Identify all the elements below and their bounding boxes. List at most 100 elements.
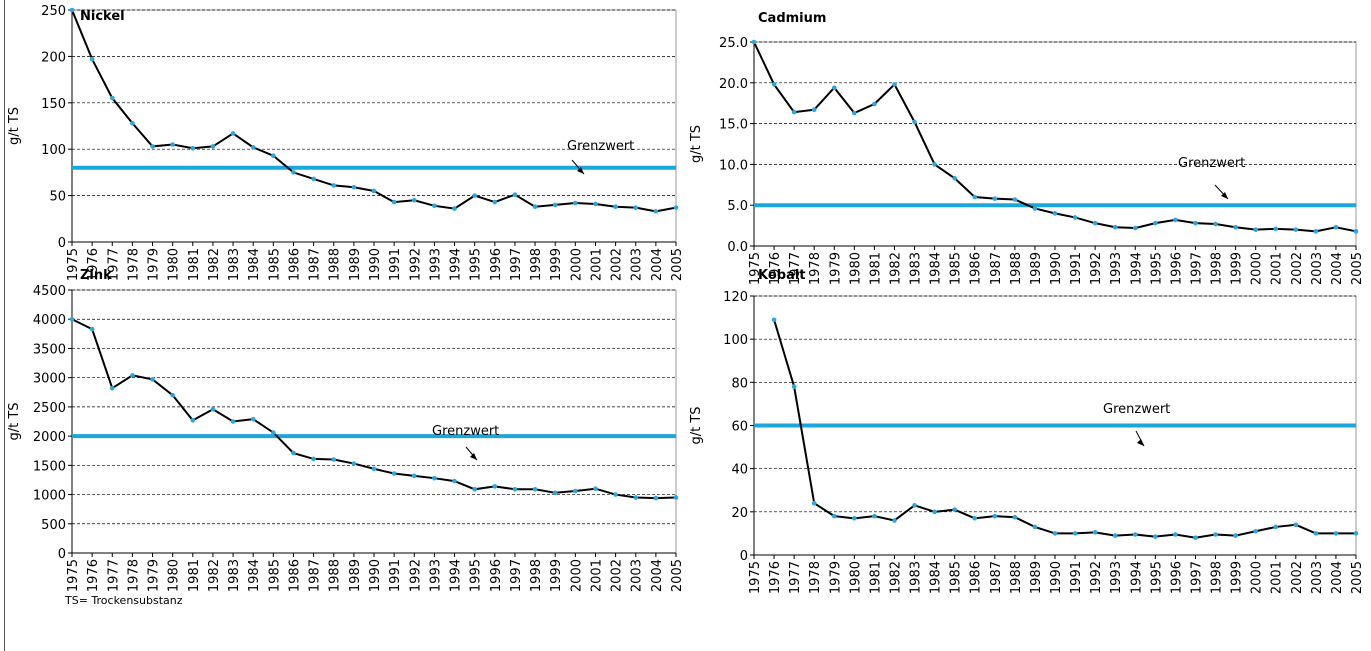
x-tick-label: 1994 <box>1129 252 1144 285</box>
data-point <box>250 416 256 422</box>
x-tick-label: 1998 <box>529 248 544 281</box>
data-point <box>653 495 659 501</box>
data-point <box>573 200 578 206</box>
x-tick-label: 1988 <box>1009 561 1024 594</box>
data-point <box>811 107 817 113</box>
x-tick-label: 1975 <box>748 561 763 594</box>
x-tick-label: 1980 <box>848 561 863 594</box>
x-tick-label: 2005 <box>1350 561 1365 594</box>
data-point <box>512 486 518 492</box>
x-tick-label: 1987 <box>308 559 323 592</box>
y-tick-label: 120 <box>723 290 748 305</box>
x-tick-label: 1987 <box>989 252 1004 285</box>
threshold-arrowhead <box>1221 192 1228 199</box>
data-point <box>872 513 877 519</box>
data-point <box>892 518 897 523</box>
x-tick-label: 2005 <box>1350 252 1365 285</box>
data-point <box>89 56 95 62</box>
data-point <box>653 209 659 214</box>
x-tick-label: 2002 <box>1290 252 1305 285</box>
data-point <box>1132 225 1138 231</box>
data-point <box>512 192 518 197</box>
data-point <box>1173 532 1178 537</box>
x-tick-label: 2003 <box>630 559 645 592</box>
x-tick-label: 1976 <box>768 252 783 285</box>
data-point <box>532 486 538 492</box>
threshold-label: Grenzwert <box>1178 156 1245 171</box>
data-point <box>1112 224 1118 230</box>
x-tick-label: 2001 <box>1270 561 1285 594</box>
x-tick-label: 1985 <box>267 248 282 281</box>
x-tick-label: 1981 <box>868 561 883 594</box>
data-point <box>291 170 296 175</box>
y-tick-label: 4500 <box>33 284 66 299</box>
data-point <box>492 199 498 205</box>
y-axis-label: g/t TS <box>7 107 22 145</box>
x-tick-label: 2004 <box>1330 252 1345 285</box>
data-point <box>872 101 877 107</box>
y-tick-label: 0.0 <box>727 240 748 255</box>
data-point <box>613 492 618 497</box>
data-point <box>1213 221 1218 227</box>
data-point <box>1353 531 1359 536</box>
x-tick-label: 2003 <box>1310 561 1325 594</box>
y-axis-label: g/t TS <box>689 406 704 444</box>
data-point <box>1032 524 1038 530</box>
data-point <box>210 144 216 149</box>
data-point <box>831 513 837 519</box>
data-point <box>271 430 276 435</box>
y-tick-label: 15.0 <box>719 118 748 133</box>
data-point <box>852 516 857 521</box>
data-point <box>1313 229 1319 234</box>
x-tick-label: 1978 <box>808 561 823 594</box>
x-tick-label: 1984 <box>247 248 262 281</box>
y-tick-label: 0 <box>58 236 66 251</box>
x-tick-label: 1991 <box>1069 561 1084 594</box>
data-point <box>1313 531 1319 536</box>
y-tick-label: 3500 <box>33 342 66 357</box>
data-point <box>271 153 276 158</box>
y-tick-label: 200 <box>41 50 66 65</box>
plot-frame <box>71 289 677 554</box>
x-tick-label: 1990 <box>368 248 383 281</box>
x-tick-label: 1992 <box>1089 252 1104 285</box>
data-point <box>952 507 957 512</box>
x-tick-label: 1993 <box>428 559 443 592</box>
x-tick-label: 1984 <box>929 252 944 285</box>
data-point <box>170 142 175 147</box>
x-tick-label: 1989 <box>1029 252 1044 285</box>
data-point <box>351 461 357 466</box>
x-tick-label: 1999 <box>549 559 564 592</box>
data-point <box>109 385 115 391</box>
data-point <box>472 486 477 492</box>
x-tick-label: 1995 <box>469 559 484 592</box>
x-tick-label: 1989 <box>1029 561 1044 594</box>
data-point <box>130 373 135 378</box>
x-tick-label: 1983 <box>227 248 242 281</box>
x-tick-label: 1997 <box>509 248 524 281</box>
y-tick-label: 100 <box>723 333 748 348</box>
y-tick-label: 10.0 <box>719 158 748 173</box>
x-tick-label: 1978 <box>808 252 823 285</box>
data-point <box>1072 215 1078 220</box>
x-tick-label: 2002 <box>610 248 625 281</box>
y-tick-label: 0 <box>740 549 748 564</box>
x-tick-label: 1987 <box>308 248 323 281</box>
data-point <box>130 120 135 126</box>
x-tick-label: 1975 <box>66 248 81 281</box>
data-point <box>1333 224 1339 230</box>
y-tick-label: 3000 <box>33 372 66 387</box>
data-point <box>69 316 75 322</box>
x-tick-label: 1981 <box>187 559 202 592</box>
x-tick-label: 1992 <box>1089 561 1104 594</box>
y-axis-label: g/t TS <box>689 125 704 163</box>
chart-title: Nickel <box>80 9 125 24</box>
x-tick-label: 1993 <box>1109 561 1124 594</box>
data-point <box>170 392 175 398</box>
x-tick-label: 1986 <box>287 248 302 281</box>
x-tick-label: 1979 <box>147 559 162 592</box>
x-tick-label: 2000 <box>1250 561 1265 594</box>
x-tick-label: 1997 <box>509 559 524 592</box>
x-tick-label: 1998 <box>529 559 544 592</box>
